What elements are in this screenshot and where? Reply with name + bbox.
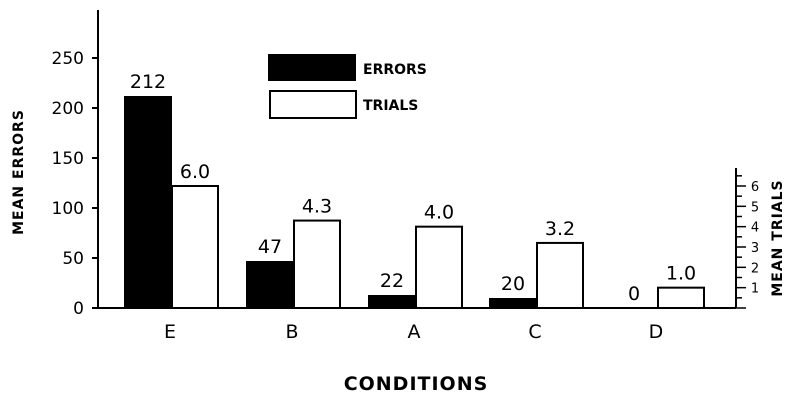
right-tick-label: 3 <box>751 241 759 256</box>
legend: ERRORS TRIALS <box>268 54 427 119</box>
label-errors-D: 0 <box>628 283 640 305</box>
legend-swatch-trials <box>269 90 357 119</box>
label-trials-A: 4.0 <box>424 202 454 224</box>
category-label-B: B <box>285 321 298 343</box>
bar-errors-C <box>489 298 537 308</box>
legend-label-trials: TRIALS <box>363 98 418 114</box>
label-trials-C: 3.2 <box>545 218 575 240</box>
category-label-A: A <box>408 321 421 343</box>
right-tick-label: 5 <box>751 200 759 215</box>
right-tick-label: 1 <box>751 282 759 297</box>
label-trials-E: 6.0 <box>180 161 210 183</box>
category-label-C: C <box>528 321 541 343</box>
left-tick-label: 250 <box>52 49 84 69</box>
legend-swatch-errors <box>268 54 356 81</box>
left-tick-label: 50 <box>62 249 84 269</box>
bar-errors-A <box>368 295 416 308</box>
bar-trials-B <box>293 219 341 309</box>
right-tick-label: 2 <box>751 261 759 276</box>
bar-errors-B <box>246 261 294 308</box>
bars <box>124 96 705 310</box>
label-errors-A: 22 <box>380 270 404 292</box>
left-tick-label: 100 <box>52 199 84 219</box>
right-tick-label: 4 <box>751 221 759 236</box>
label-trials-D: 1.0 <box>666 263 696 285</box>
label-trials-B: 4.3 <box>302 196 332 218</box>
bar-trials-E <box>171 185 219 309</box>
right-ticks: 1 2 3 4 5 6 <box>736 175 759 309</box>
label-errors-B: 47 <box>258 236 282 258</box>
left-tick-label: 0 <box>73 299 84 319</box>
y2-axis-title: MEAN TRIALS <box>770 179 786 296</box>
category-label-E: E <box>164 321 176 343</box>
right-tick-label: 6 <box>751 180 759 195</box>
left-tick-label: 150 <box>52 149 84 169</box>
y-axis-title: MEAN ERRORS <box>11 109 27 235</box>
data-labels: 212 6.0 47 4.3 22 4.0 20 3.2 0 1.0 <box>130 71 696 305</box>
label-errors-C: 20 <box>501 273 525 295</box>
bar-trials-C <box>536 241 584 309</box>
label-errors-E: 212 <box>130 71 166 93</box>
bar-trials-D <box>657 286 705 309</box>
x-axis-title: CONDITIONS <box>344 373 489 395</box>
legend-label-errors: ERRORS <box>363 62 427 78</box>
bar-trials-A <box>415 225 463 310</box>
category-label-D: D <box>649 321 664 343</box>
bar-errors-E <box>124 96 172 308</box>
left-tick-label: 200 <box>52 99 84 119</box>
left-ticks: 0 50 100 150 200 250 <box>52 49 98 319</box>
